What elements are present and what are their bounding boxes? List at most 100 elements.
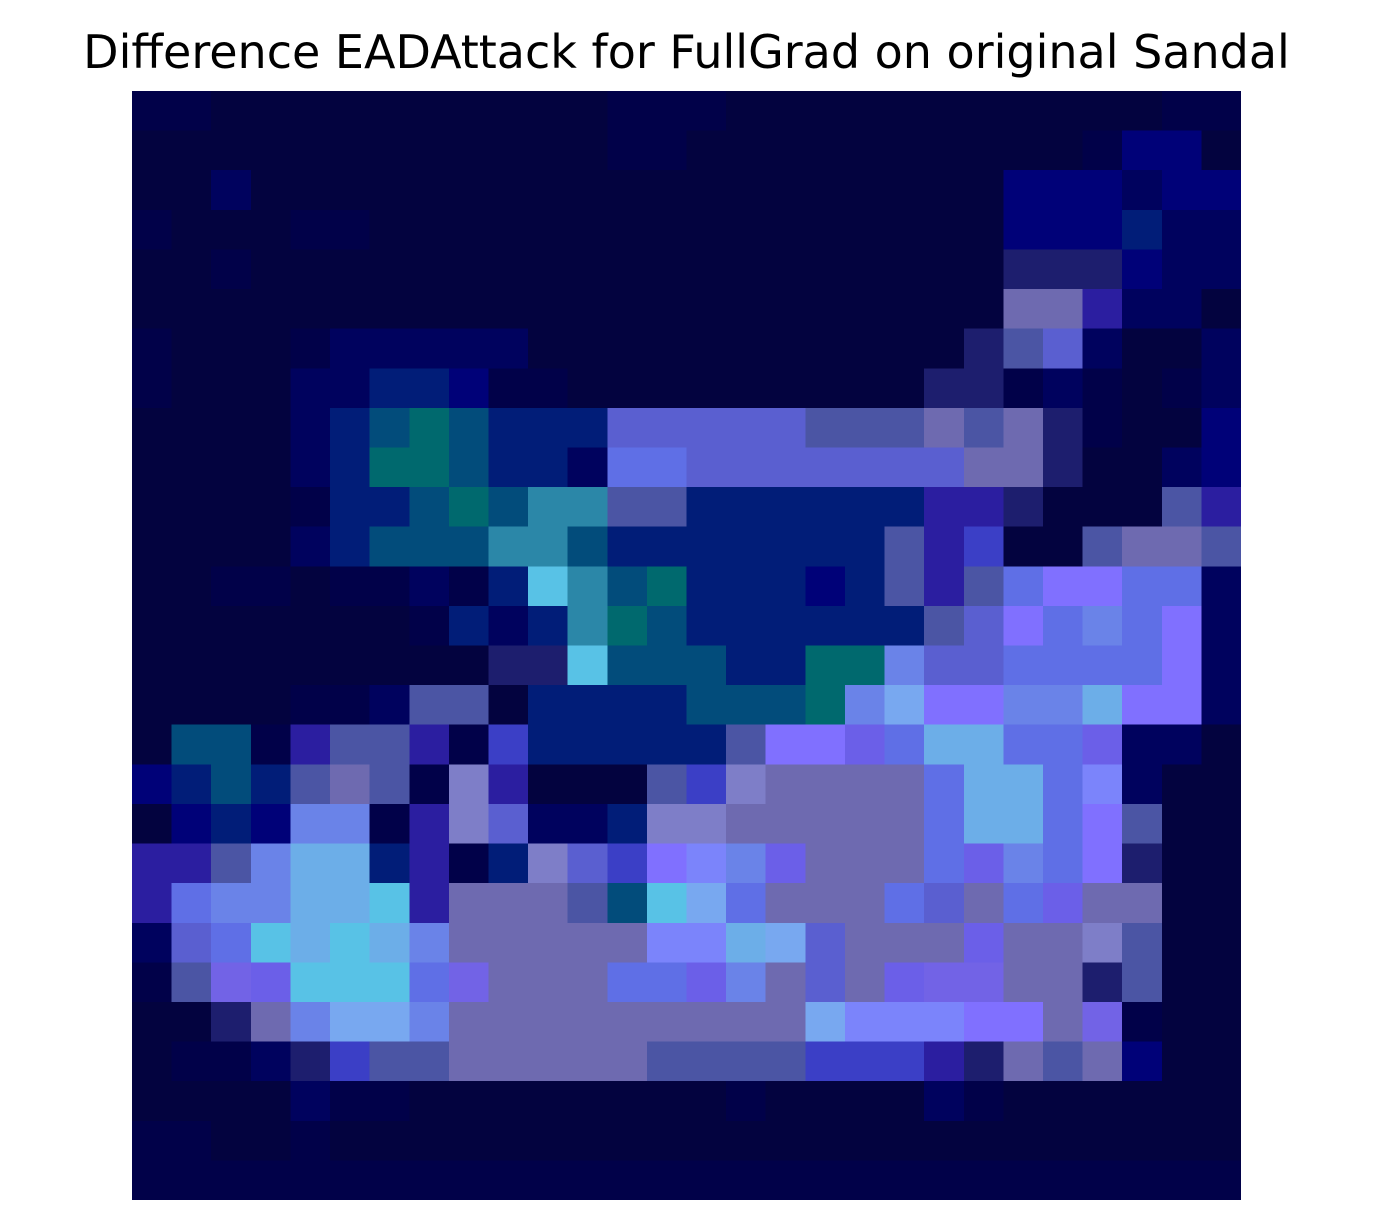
heatmap-cell bbox=[686, 249, 727, 290]
heatmap-cell bbox=[1161, 91, 1202, 132]
heatmap-cell bbox=[607, 1081, 648, 1122]
heatmap-cell bbox=[369, 803, 410, 845]
heatmap-cell bbox=[1003, 249, 1044, 290]
heatmap-cell bbox=[726, 91, 767, 132]
heatmap-cell bbox=[1042, 1081, 1084, 1122]
heatmap-cell bbox=[1122, 1001, 1163, 1043]
heatmap-cell bbox=[211, 130, 252, 171]
heatmap-cell bbox=[250, 922, 292, 963]
heatmap-cell bbox=[1201, 566, 1241, 607]
heatmap-cell bbox=[409, 1120, 450, 1161]
heatmap-cell bbox=[409, 407, 450, 449]
heatmap-cell bbox=[646, 170, 688, 211]
heatmap-cell bbox=[528, 1001, 569, 1043]
heatmap-cell bbox=[1161, 368, 1202, 409]
heatmap-cell bbox=[488, 1120, 529, 1161]
heatmap-cell bbox=[171, 407, 212, 449]
heatmap-cell bbox=[686, 764, 727, 805]
heatmap-cell bbox=[567, 605, 608, 647]
heatmap-cell bbox=[1161, 130, 1202, 171]
heatmap-cell bbox=[924, 209, 965, 251]
heatmap-cell bbox=[369, 724, 410, 765]
heatmap-cell bbox=[211, 289, 252, 330]
heatmap-cell bbox=[726, 1160, 767, 1200]
heatmap-cell bbox=[330, 289, 371, 330]
heatmap-cell bbox=[488, 922, 529, 963]
heatmap-cell bbox=[1042, 922, 1084, 963]
heatmap-cell bbox=[1003, 764, 1044, 805]
heatmap-cell bbox=[844, 883, 886, 924]
heatmap-cell bbox=[171, 922, 212, 963]
heatmap-cell bbox=[1161, 328, 1202, 369]
heatmap-cell bbox=[409, 1160, 450, 1200]
heatmap-cell bbox=[726, 1120, 767, 1161]
heatmap-cell bbox=[765, 289, 806, 330]
heatmap-cell bbox=[290, 645, 331, 686]
heatmap-cell bbox=[726, 1001, 767, 1043]
heatmap-cell bbox=[1122, 170, 1163, 211]
heatmap-cell bbox=[330, 645, 371, 686]
heatmap-cell bbox=[924, 883, 965, 924]
heatmap-cell bbox=[1082, 209, 1123, 251]
heatmap-cell bbox=[963, 566, 1004, 607]
heatmap-cell bbox=[646, 566, 688, 607]
heatmap-cell bbox=[250, 605, 292, 647]
heatmap-cell bbox=[1122, 566, 1163, 607]
heatmap-cell bbox=[211, 209, 252, 251]
heatmap-cell bbox=[1201, 803, 1241, 845]
heatmap-cell bbox=[1161, 645, 1202, 686]
heatmap-cell bbox=[369, 328, 410, 369]
heatmap-cell bbox=[686, 1041, 727, 1082]
heatmap-cell bbox=[528, 91, 569, 132]
heatmap-cell bbox=[250, 487, 292, 528]
heatmap-cell bbox=[290, 566, 331, 607]
heatmap-cell bbox=[1201, 1081, 1241, 1122]
heatmap-cell bbox=[607, 1120, 648, 1161]
heatmap-cell bbox=[686, 843, 727, 884]
heatmap-cell bbox=[1201, 1001, 1241, 1043]
heatmap-cell bbox=[963, 289, 1004, 330]
heatmap-cell bbox=[211, 1081, 252, 1122]
heatmap-cell bbox=[448, 922, 490, 963]
heatmap-cell bbox=[488, 566, 529, 607]
heatmap-cell bbox=[607, 922, 648, 963]
heatmap-cell bbox=[1122, 368, 1163, 409]
heatmap-cell bbox=[1161, 883, 1202, 924]
heatmap-cell bbox=[528, 566, 569, 607]
heatmap-cell bbox=[567, 645, 608, 686]
heatmap-cell bbox=[369, 289, 410, 330]
heatmap-cell bbox=[726, 803, 767, 845]
heatmap-cell bbox=[369, 1160, 410, 1200]
heatmap-cell bbox=[290, 526, 331, 567]
heatmap-cell bbox=[171, 605, 212, 647]
heatmap-cell bbox=[250, 685, 292, 726]
heatmap-cell bbox=[884, 209, 925, 251]
heatmap-cell bbox=[805, 1081, 846, 1122]
heatmap-cell bbox=[448, 447, 490, 488]
heatmap-cell bbox=[290, 1081, 331, 1122]
heatmap-cell bbox=[646, 1160, 688, 1200]
heatmap-cell bbox=[765, 803, 806, 845]
heatmap-cell bbox=[1122, 605, 1163, 647]
heatmap-cell bbox=[844, 803, 886, 845]
heatmap-cell bbox=[805, 1160, 846, 1200]
heatmap-cell bbox=[132, 843, 173, 884]
heatmap-cell bbox=[448, 1160, 490, 1200]
heatmap-cell bbox=[1003, 605, 1044, 647]
heatmap-cell bbox=[528, 368, 569, 409]
heatmap-cell bbox=[963, 724, 1004, 765]
heatmap-cell bbox=[171, 724, 212, 765]
heatmap-cell bbox=[132, 447, 173, 488]
heatmap-cell bbox=[567, 368, 608, 409]
heatmap-cell bbox=[844, 368, 886, 409]
heatmap-cell bbox=[488, 368, 529, 409]
heatmap-cell bbox=[567, 1081, 608, 1122]
heatmap-cell bbox=[1122, 724, 1163, 765]
heatmap-cell bbox=[448, 1041, 490, 1082]
heatmap-cell bbox=[884, 724, 925, 765]
heatmap-cell bbox=[884, 962, 925, 1003]
heatmap-cell bbox=[409, 764, 450, 805]
heatmap-cell bbox=[686, 645, 727, 686]
heatmap-cell bbox=[607, 685, 648, 726]
heatmap-cell bbox=[686, 526, 727, 567]
